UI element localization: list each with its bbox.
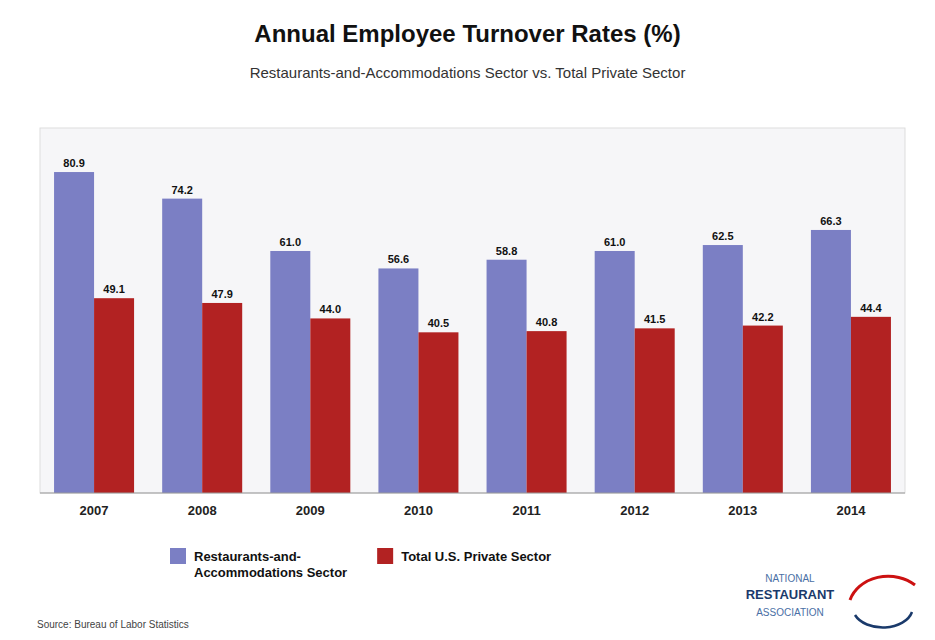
logo-arc	[850, 576, 915, 600]
bar	[703, 245, 743, 493]
legend-label: Total U.S. Private Sector	[401, 549, 551, 564]
bar	[202, 303, 242, 493]
data-label: 44.0	[320, 303, 341, 315]
bar	[851, 317, 891, 493]
logo-text: RESTAURANT	[746, 587, 835, 602]
data-label: 42.2	[752, 311, 773, 323]
bar	[811, 230, 851, 493]
data-label: 47.9	[211, 288, 232, 300]
data-label: 58.8	[496, 245, 517, 257]
data-label: 49.1	[103, 283, 124, 295]
bar	[94, 298, 134, 493]
data-label: 40.5	[428, 317, 449, 329]
data-label: 56.6	[388, 253, 409, 265]
bar	[595, 251, 635, 493]
x-tick-label: 2011	[512, 503, 540, 518]
legend: Restaurants-and-Accommodations Sector Tot…	[170, 548, 551, 580]
bars	[54, 172, 891, 493]
chart: Annual Employee Turnover Rates (%) Restau…	[0, 0, 935, 640]
logo: NATIONAL RESTAURANT ASSOCIATION	[746, 573, 915, 627]
logo-arc	[855, 612, 912, 627]
legend-swatch	[377, 548, 393, 564]
bar	[635, 328, 675, 493]
x-tick-label: 2007	[80, 503, 109, 518]
x-tick-label: 2008	[188, 503, 217, 518]
data-label: 62.5	[712, 230, 733, 242]
data-label: 66.3	[820, 215, 841, 227]
data-label: 80.9	[63, 157, 84, 169]
data-label: 61.0	[280, 236, 301, 248]
page: {"chart_data": { "type": "bar", "title":…	[0, 0, 935, 640]
data-label: 40.8	[536, 316, 557, 328]
legend-label-line: Restaurants-and-	[194, 549, 301, 564]
bar	[162, 199, 202, 493]
legend-swatch	[170, 548, 186, 564]
bar	[743, 326, 783, 493]
x-axis-line	[40, 492, 905, 493]
data-label: 41.5	[644, 313, 665, 325]
data-label: 74.2	[171, 184, 192, 196]
legend-label-line: Accommodations Sector	[194, 565, 347, 580]
legend-label-line: Total U.S. Private Sector	[401, 549, 551, 564]
x-tick-label: 2012	[620, 503, 649, 518]
x-tick-label: 2010	[404, 503, 433, 518]
bar	[378, 268, 418, 493]
bar	[487, 260, 527, 493]
bar	[270, 251, 310, 493]
title: Annual Employee Turnover Rates (%)	[254, 20, 680, 47]
subtitle: Restaurants-and-Accommodations Sector vs…	[250, 64, 686, 81]
bar	[54, 172, 94, 493]
x-tick-label: 2009	[296, 503, 325, 518]
data-label: 44.4	[860, 302, 882, 314]
x-tick-label: 2014	[836, 503, 866, 518]
legend-label: Restaurants-and-Accommodations Sector	[194, 549, 347, 580]
logo-text: NATIONAL	[765, 573, 815, 584]
data-labels: 80.9 74.2 61.0 56.6 58.8 61.0 62.5 66.3 49.1 47.9…	[63, 157, 882, 329]
source-note: Source: Bureau of Labor Statistics	[37, 619, 189, 630]
logo-text: ASSOCIATION	[756, 607, 824, 618]
bar	[527, 331, 567, 493]
bar	[310, 318, 350, 493]
data-label: 61.0	[604, 236, 625, 248]
x-tick-label: 2013	[728, 503, 757, 518]
bar	[418, 332, 458, 493]
plot-area	[40, 128, 905, 493]
